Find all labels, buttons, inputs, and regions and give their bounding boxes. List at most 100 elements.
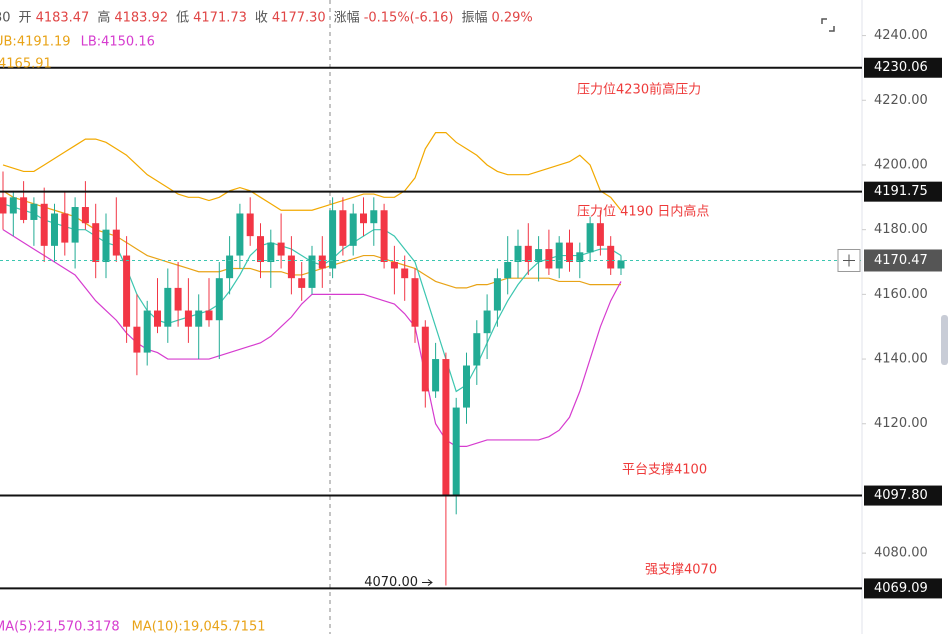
candle-body: [226, 255, 234, 279]
candle-body: [81, 207, 89, 224]
annotation: 压力位4230前高压力: [577, 82, 701, 98]
candle-body: [411, 278, 419, 327]
low-marker-label: 4070.00: [364, 575, 418, 590]
y-tick-label: 4240.00: [874, 28, 928, 43]
candle-body: [535, 249, 543, 263]
candle-body: [267, 242, 275, 263]
expand-button[interactable]: [816, 13, 840, 37]
candle-body: [133, 326, 141, 353]
level-label: 4097.80: [874, 488, 928, 503]
candle-body: [360, 213, 367, 224]
y-tick-label: 4080.00: [874, 546, 928, 561]
candle-body: [92, 223, 100, 263]
candle-body: [257, 236, 264, 263]
expand-icon[interactable]: [816, 13, 840, 37]
candle-body: [617, 260, 625, 269]
low-marker-arrow: [422, 579, 433, 586]
candle-body: [432, 359, 440, 392]
level-label: 4069.09: [874, 581, 928, 596]
scroll-handle[interactable]: [941, 315, 948, 365]
candle-body: [287, 255, 295, 279]
level-label-box: [864, 181, 942, 202]
candle-body: [154, 310, 161, 327]
header-text: 30: [0, 11, 11, 26]
header-text: MA(5):21,570.3178: [0, 620, 120, 634]
candle-body: [566, 242, 573, 263]
candle-body: [298, 278, 306, 288]
annotation: 强支撑4070: [645, 563, 717, 578]
candle-body: [246, 213, 254, 237]
candle-body: [442, 359, 450, 496]
candle-body: [504, 262, 512, 279]
candle-body: [184, 310, 192, 327]
plus-glyph: [843, 254, 855, 267]
level-label-box: [864, 485, 942, 506]
candle-body: [576, 252, 584, 263]
candle-body: [586, 223, 594, 253]
y-tick-label: 4200.00: [874, 157, 928, 172]
candle-body: [349, 213, 357, 246]
candle-body: [123, 255, 131, 327]
candle-body: [318, 255, 326, 269]
header-text: 收: [255, 11, 268, 26]
candle-body: [329, 210, 337, 269]
header-text: 4183.47: [36, 11, 90, 26]
annotation: 平台支撑4100: [622, 463, 707, 478]
candle-body: [102, 229, 110, 263]
candle-body: [421, 326, 429, 392]
header-text: 0.29%: [491, 11, 532, 26]
header-text: 低: [176, 11, 189, 26]
candle-body: [514, 245, 522, 263]
level-label-box: [864, 578, 942, 599]
candle-body: [607, 245, 615, 269]
y-tick-label: 4160.00: [874, 287, 928, 302]
candle-body: [555, 242, 563, 269]
candle-body: [370, 210, 378, 224]
candle-body: [9, 197, 17, 214]
y-tick-label: 4220.00: [874, 93, 928, 108]
header-text: LB:4150.16: [81, 35, 155, 50]
candle-body: [164, 287, 172, 327]
candle-body: [473, 333, 481, 366]
header-text: 4165.91: [0, 57, 52, 72]
header-text: 4183.92: [114, 11, 168, 26]
expand-glyph: [821, 18, 835, 32]
candle-body: [174, 287, 182, 311]
header-text: 涨幅: [334, 11, 360, 26]
candle-body: [0, 197, 7, 214]
last-price-label: 4170.47: [874, 253, 928, 268]
candle-body: [40, 203, 48, 246]
header-text: UB:4191.19: [0, 35, 71, 50]
candle-body: [195, 310, 203, 327]
candle-body: [51, 213, 58, 246]
candle-body: [236, 213, 244, 256]
candle-body: [524, 245, 532, 263]
y-tick-label: 4180.00: [874, 222, 928, 237]
candle-body: [20, 197, 28, 220]
level-label: 4191.75: [874, 184, 928, 199]
level-label-box: [864, 57, 942, 78]
level-label: 4230.06: [874, 60, 928, 75]
header-text: 高: [97, 10, 110, 26]
candle-body: [339, 210, 347, 246]
header-text: 4171.73: [193, 11, 247, 26]
candle-body: [483, 310, 491, 334]
y-tick-label: 4120.00: [874, 416, 928, 431]
header-text: MA(10):19,045.7151: [132, 620, 266, 634]
header-text: 4177.30: [272, 11, 326, 26]
candle-body: [143, 310, 151, 353]
candle-body: [61, 213, 69, 243]
candle-body: [493, 278, 501, 311]
candle-body: [215, 278, 223, 321]
candle-body: [277, 242, 285, 256]
candle-body: [401, 268, 409, 279]
last-price-box: [864, 249, 942, 272]
candle-body: [308, 255, 316, 288]
candle-body: [463, 365, 470, 408]
candle-body: [30, 203, 38, 220]
candle-body: [71, 207, 79, 243]
candle-body: [390, 262, 398, 269]
candle-body: [596, 223, 604, 246]
